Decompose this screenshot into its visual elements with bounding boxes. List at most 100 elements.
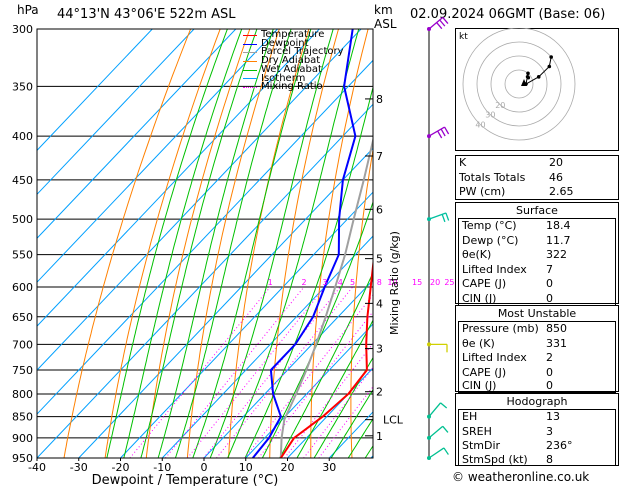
most-unstable-title: Most Unstable <box>497 307 577 320</box>
hodograph-ring-label: 40 <box>475 121 485 130</box>
wet-adiabat-line <box>157 29 274 458</box>
surface-row: CAPE (J) 0 <box>462 277 553 291</box>
surface-box: Surface Temp (°C) 18.4 Dewp (°C) 11.7 θe(K… <box>455 202 619 306</box>
km-tick-label: 7 <box>376 150 383 163</box>
wind-barb-flag <box>441 214 446 223</box>
mixing-ratio-label: 2 <box>301 278 306 287</box>
hodograph-point <box>549 55 553 59</box>
surface-title: Surface <box>516 204 558 217</box>
wet-adiabat-line <box>313 356 373 458</box>
pressure-tick-label: 400 <box>12 130 33 143</box>
km-tick-label: 5 <box>376 253 383 266</box>
pressure-tick-label: 800 <box>12 388 33 401</box>
storm-motion-marker <box>521 79 527 86</box>
mixing-ratio-label: 1 <box>268 278 273 287</box>
dry-adiabat-line <box>350 147 373 458</box>
isotherm-line <box>245 323 373 458</box>
mixing-ratio-line <box>165 286 305 458</box>
x-axis-label: Dewpoint / Temperature (°C) <box>92 473 279 486</box>
hodo-row: StmDir 236° <box>462 439 573 453</box>
wind-barb-flag <box>437 130 443 139</box>
mixing-ratio-axis-label: Mixing Ratio (g/kg) <box>388 231 401 335</box>
hodograph-ring <box>462 28 576 141</box>
isotherm-line <box>161 235 373 458</box>
pressure-tick-label: 500 <box>12 213 33 226</box>
temperature-tick-label: 30 <box>322 461 336 474</box>
hodo-row: EH 13 <box>462 410 560 423</box>
most-unstable-inner: Pressure (mb) 850 θe (K) 331 Lifted Index 2… <box>458 321 616 394</box>
mixing-ratio-label: 20 <box>430 278 440 287</box>
wind-barb-flag <box>439 19 446 27</box>
surface-row: CIN (J) 0 <box>462 291 553 305</box>
dewpoint-line <box>252 29 357 458</box>
pressure-tick-label: 650 <box>12 311 33 324</box>
wind-barb-flag <box>445 212 450 221</box>
mixing-ratio-label: 4 <box>338 278 343 287</box>
mixing-ratio-label: 10 <box>387 278 397 287</box>
hodograph-ring <box>490 55 548 113</box>
wind-barb-flag <box>440 128 446 137</box>
pressure-tick-label: 600 <box>12 281 33 294</box>
surface-inner: Temp (°C) 18.4 Dewp (°C) 11.7 θe(K) 322 Lif… <box>458 218 616 306</box>
legend-item-dry-adiabat: Dry Adiabat <box>243 56 344 66</box>
plot-area <box>37 29 373 458</box>
km-tick-label: 8 <box>376 93 383 106</box>
wind-level-dot <box>427 342 431 347</box>
pressure-tick-label: 350 <box>12 80 33 93</box>
isotherm-line <box>37 29 195 196</box>
wet-adiabat-line <box>261 200 373 458</box>
wet-adiabat-line <box>209 29 334 458</box>
isotherm-line <box>120 191 373 458</box>
mixing-ratio-line <box>187 286 326 458</box>
wind-barb-flag <box>444 126 450 135</box>
wet-adiabat-line <box>174 29 292 458</box>
dry-adiabat-line <box>186 29 280 458</box>
dry-adiabat-line <box>104 29 221 458</box>
surface-row: Dewp (°C) 11.7 <box>462 233 571 247</box>
surface-row: Lifted Index 7 <box>462 262 553 276</box>
dry-adiabat-line <box>63 29 192 458</box>
isotherm-line <box>37 103 373 458</box>
parcel-trajectory-line <box>279 136 373 458</box>
pressure-unit-label: hPa <box>17 3 39 17</box>
km-tick-label: 6 <box>376 203 383 216</box>
wet-adiabat-line <box>123 29 243 458</box>
hodograph-ring <box>476 41 562 127</box>
wind-barb-flag <box>440 402 448 409</box>
km-tick-label: 4 <box>376 297 383 310</box>
km-label: km <box>374 3 393 17</box>
legend-item-mixing-ratio: Mixing Ratio <box>243 82 344 92</box>
isotherm-line <box>37 29 237 239</box>
wind-level-dot <box>427 435 431 440</box>
legend-item-wet-adiabat: Wet Adiabat <box>243 64 344 75</box>
temperature-tick-label: -10 <box>153 461 171 474</box>
wind-level-dot <box>427 414 431 419</box>
pressure-tick-label: 950 <box>12 452 33 465</box>
wind-barb <box>428 126 445 137</box>
isotherm-line <box>37 29 278 283</box>
isotherm-line <box>37 59 373 415</box>
wet-adiabat-line <box>140 29 258 458</box>
dry-adiabat-line <box>228 29 310 458</box>
isotherm-line <box>78 147 373 458</box>
km-tick-label: 1 <box>376 430 383 443</box>
pressure-tick-label: 700 <box>12 338 33 351</box>
legend-item-parcel: Parcel Trajectory <box>243 47 344 57</box>
mixing-ratio-line <box>318 385 373 458</box>
copyright-text: © weatheronline.co.uk <box>452 470 590 484</box>
legend-item-temperature: Temperature <box>243 30 344 40</box>
plot-frame <box>36 28 374 459</box>
mixing-ratio-label: 5 <box>350 278 355 287</box>
mu-row: Pressure (mb) 850 <box>462 322 567 335</box>
mu-row: θe (K) 331 <box>462 336 567 350</box>
wet-adiabat-line <box>279 271 373 458</box>
most-unstable-box: Most Unstable Pressure (mb) 850 θe (K) 331… <box>455 305 619 394</box>
skewt-chart: 3003504004505005506006507007508008509009… <box>12 16 455 486</box>
dry-adiabat-line <box>269 29 339 458</box>
legend-item-dewpoint: Dewpoint <box>243 38 344 49</box>
km-tick-label: 3 <box>376 343 383 356</box>
surface-row: Temp (°C) 18.4 <box>462 219 571 232</box>
isotherm-line <box>37 29 362 371</box>
hodograph-point <box>536 75 541 79</box>
